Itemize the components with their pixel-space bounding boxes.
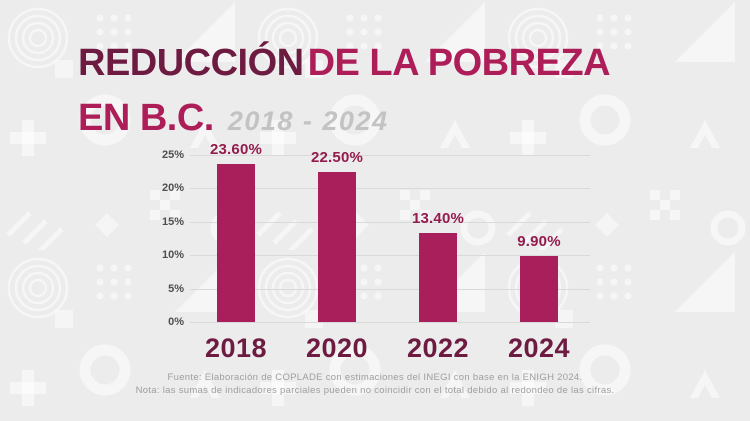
gridline — [190, 155, 590, 156]
bar-2018 — [217, 164, 255, 322]
title-line-2: EN B.C. 2018 - 2024 — [78, 95, 610, 149]
y-tick-label: 5% — [168, 282, 184, 295]
x-axis-label-2024: 2024 — [507, 333, 571, 363]
gridline — [190, 288, 590, 290]
title-period: 2018 - 2024 — [227, 106, 389, 136]
footer-notes: Fuente: Elaboración de COPLADE con estim… — [0, 371, 750, 397]
bar-2020 — [318, 171, 356, 322]
bar-value-label: 23.60% — [209, 141, 263, 159]
y-tick-label: 10% — [161, 249, 184, 262]
x-axis-label-2020: 2020 — [305, 333, 369, 363]
y-tick-label: 20% — [161, 182, 184, 195]
gridline — [190, 221, 590, 223]
gridline — [190, 188, 590, 190]
x-axis-label-2018: 2018 — [204, 333, 268, 363]
bar-2024 — [520, 255, 558, 322]
bar-value-label: 13.40% — [411, 209, 465, 227]
x-axis-label-2022: 2022 — [406, 333, 470, 363]
footer-note-line: Nota: las sumas de indicadores parciales… — [135, 385, 615, 396]
y-tick-label: 15% — [161, 215, 184, 228]
y-tick-label: 0% — [168, 316, 184, 328]
bar-value-label: 9.90% — [517, 232, 561, 250]
gridline — [190, 322, 590, 323]
y-tick-label: 25% — [161, 149, 184, 161]
title-word-reduccion: REDUCCIÓN — [78, 42, 304, 84]
footer-source-line: Fuente: Elaboración de COPLADE con estim… — [167, 372, 583, 383]
bar-value-label: 22.50% — [310, 148, 364, 166]
title-word-de-la-pobreza: DE LA POBREZA — [307, 42, 611, 84]
bar-2022 — [419, 232, 457, 322]
title-word-en-bc: EN B.C. — [78, 97, 214, 139]
gridline — [190, 255, 590, 257]
bar-chart-plot-area: 25% 20% 15% 10% 5% 0% 23.60% 2018 22.50% 2020 13.4… — [162, 141, 590, 363]
title-line-1: REDUCCIÓN DE LA POBREZA — [78, 40, 611, 94]
page-title: REDUCCIÓN DE LA POBREZA EN B.C. 2018 - 20… — [78, 40, 611, 149]
